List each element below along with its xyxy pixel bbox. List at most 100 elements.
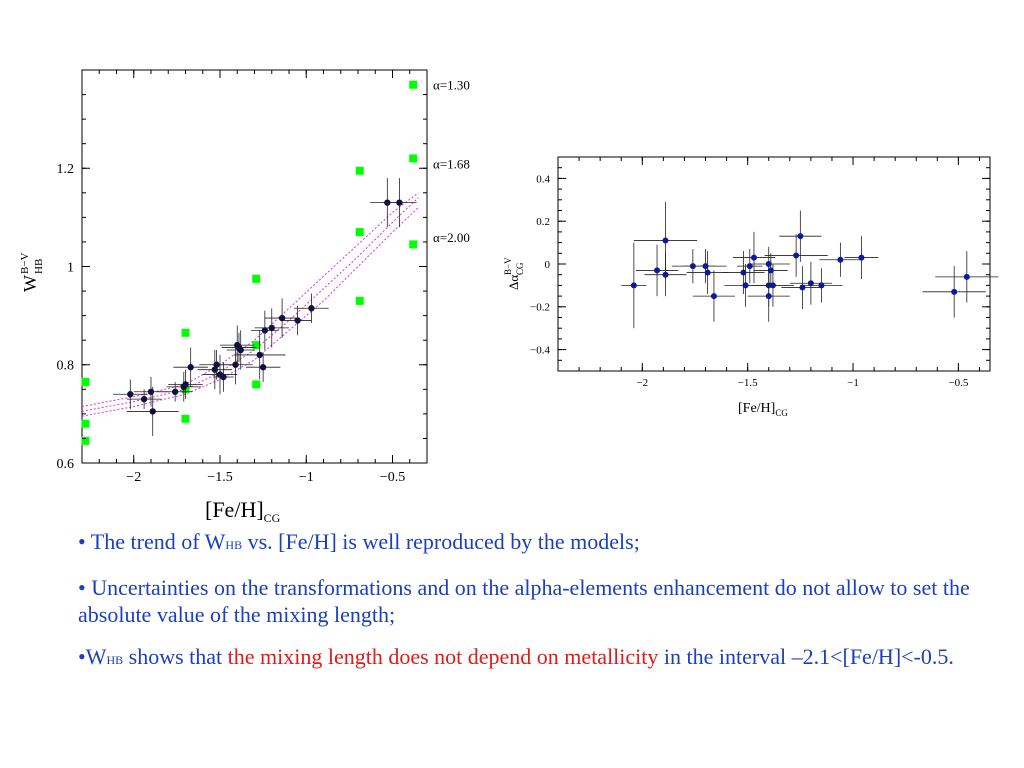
y-label-main: Δα [506, 275, 521, 290]
data-point [797, 233, 804, 240]
model-point [409, 154, 418, 163]
data-point [261, 327, 269, 334]
data-point [740, 269, 747, 276]
data-point [149, 408, 156, 415]
x-label-main: [Fe/H] [738, 401, 775, 416]
left-plot-frame [81, 69, 428, 464]
x-tick-label: −1 [847, 377, 859, 389]
y-tick-label: 0.6 [57, 457, 75, 472]
y-tick-label: 0.8 [57, 359, 75, 374]
right-chart: −2 −1.5 −1 −0.5−0.4−0.200.20.4 [Fe/H]CG Δα … [503, 156, 999, 418]
data-point [396, 199, 403, 206]
model-point [252, 380, 261, 389]
model-point [252, 341, 261, 350]
y-label-sup: B−V [19, 252, 31, 274]
data-point [793, 252, 800, 259]
data-point [182, 381, 189, 388]
y-tick-label: 1.2 [57, 162, 75, 177]
model-point [181, 328, 190, 337]
data-point [268, 324, 275, 332]
y-label-main: W [20, 275, 40, 292]
x-tick-label: −0.5 [380, 470, 405, 485]
alpha-label: α=1.68 [433, 156, 470, 171]
data-point [799, 284, 806, 291]
x-tick-label: −2 [126, 470, 141, 485]
model-point [355, 296, 364, 305]
highlight-text: the mixing length does not depend on met… [227, 644, 659, 669]
model-point [409, 80, 418, 89]
x-tick-label: −1.5 [738, 377, 758, 389]
data-point [837, 256, 844, 263]
right-axis-ticks: −2 −1.5 −1 −0.5 −0.4 −0.2 0 0.2 0.4 [530, 156, 990, 389]
data-point [662, 271, 669, 278]
data-point [256, 351, 263, 359]
data-point [767, 267, 774, 274]
data-point [187, 364, 194, 371]
y-tick-label: 0 [545, 259, 551, 271]
data-point [704, 269, 711, 276]
model-point [252, 274, 261, 283]
y-tick-label: 0.4 [536, 173, 550, 185]
data-point [818, 282, 825, 289]
bullet-trend: • The trend of WHB vs. [Fe/H] is well re… [78, 529, 640, 554]
x-label-sub: CG [775, 408, 788, 418]
data-point [654, 267, 661, 274]
x-label-sub: CG [264, 511, 281, 525]
bullet-mixing-length: •WHB shows that the mixing length does n… [78, 644, 954, 669]
x-tick-label: −0.5 [948, 377, 968, 389]
model-point [81, 436, 90, 445]
model-point [355, 228, 364, 237]
data-point [742, 282, 749, 289]
alpha-label: α=2.00 [433, 230, 470, 245]
left-y-axis-label: W B−V HB [19, 252, 45, 292]
alpha-label: α=1.30 [433, 78, 470, 93]
data-point [746, 263, 753, 270]
svg-text:W: W [20, 275, 40, 292]
model-point [81, 377, 90, 386]
data-point [308, 305, 315, 312]
data-point [702, 263, 709, 270]
data-point [294, 317, 301, 324]
y-tick-label: −0.2 [530, 302, 550, 314]
data-point [662, 237, 669, 244]
data-point [278, 314, 286, 322]
fit-line [81, 207, 419, 417]
y-label-sup: B−V [503, 257, 513, 275]
model-point [355, 166, 364, 175]
y-tick-label: 0.2 [536, 216, 550, 228]
conclusions-list: • The trend of WHB vs. [Fe/H] is well re… [78, 528, 978, 689]
fit-line [81, 192, 419, 407]
data-point [259, 364, 267, 371]
x-label-main: [Fe/H] [205, 497, 264, 522]
x-tick-label: −2 [636, 377, 648, 389]
y-label-sub: HB [33, 259, 45, 274]
bullet-uncertainties: • Uncertainties on the transformations a… [78, 575, 970, 627]
data-point [232, 361, 239, 368]
data-point [765, 293, 772, 300]
data-point [951, 288, 958, 295]
model-point [81, 419, 90, 428]
svg-text:Δα: Δα [506, 275, 521, 290]
data-point [237, 346, 244, 354]
x-tick-label: −1 [299, 470, 314, 485]
y-tick-label: −0.4 [530, 344, 550, 356]
data-point [750, 254, 757, 261]
cluster-points [113, 178, 417, 436]
data-point [710, 293, 717, 300]
left-x-axis-label: [Fe/H]CG [205, 497, 281, 525]
model-point [181, 414, 190, 423]
data-point [140, 395, 148, 403]
data-point [213, 361, 220, 368]
model-points [81, 80, 418, 445]
x-tick-label: −1.5 [207, 470, 232, 485]
data-point [127, 391, 134, 398]
left-chart: −2 −1.5 −1 −0.5 0.6 0.8 1 1.2 α=1.30 α=1.68 α=2.0… [19, 69, 470, 525]
model-point [409, 240, 418, 249]
data-point [765, 261, 772, 267]
y-tick-label: 1 [67, 260, 74, 275]
data-point [963, 273, 970, 280]
alpha-annotations: α=1.30 α=1.68 α=2.00 [433, 78, 470, 245]
data-point [147, 388, 155, 395]
fit-band [81, 192, 419, 417]
left-axis-ticks: −2 −1.5 −1 −0.5 0.6 0.8 1 1.2 [57, 69, 428, 485]
